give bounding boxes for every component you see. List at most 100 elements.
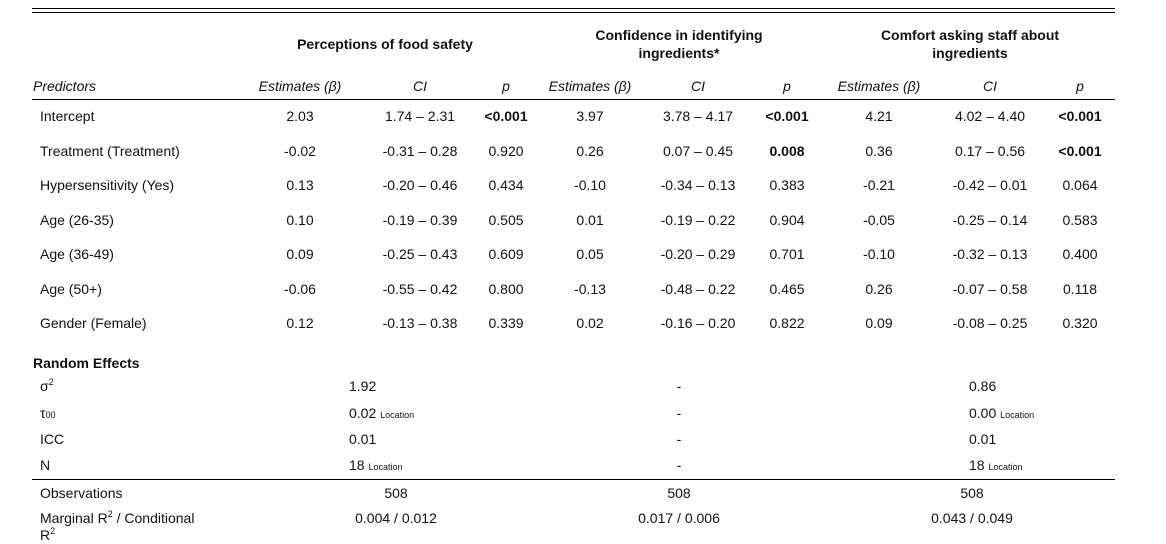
icc-value-2: -: [676, 431, 682, 447]
observations-value-2: 508: [667, 485, 691, 501]
predictor-label: Age (36-49): [40, 246, 114, 262]
p-value-cell-model-3: <0.001: [1058, 108, 1102, 124]
estimate-cell-model-1: 0.09: [286, 246, 314, 262]
ci-cell-model-1: -0.13 – 0.38: [382, 315, 458, 331]
estimate-cell-model-2: 0.26: [576, 143, 604, 159]
estimate-cell-model-1: 2.03: [286, 108, 314, 124]
group-header-food-safety: Perceptions of food safety: [297, 36, 473, 52]
estimate-cell-model-1: 0.12: [286, 315, 314, 331]
p-value-cell-model-1: 0.339: [488, 315, 524, 331]
col-header-p-1: p: [502, 78, 510, 94]
p-value-cell-model-3: 0.064: [1062, 177, 1098, 193]
estimate-cell-model-3: 0.26: [865, 281, 893, 297]
p-value-cell-model-1: 0.434: [488, 177, 524, 193]
estimate-cell-model-2: 3.97: [576, 108, 604, 124]
r2-value-2: 0.017 / 0.006: [638, 510, 720, 526]
estimate-cell-model-3: -0.10: [863, 246, 895, 262]
p-value-cell-model-1: 0.800: [488, 281, 524, 297]
estimate-cell-model-2: 0.05: [576, 246, 604, 262]
ci-cell-model-3: 0.17 – 0.56: [954, 143, 1026, 159]
estimate-cell-model-2: -0.13: [574, 281, 606, 297]
ci-cell-model-3: -0.07 – 0.58: [952, 281, 1028, 297]
r2-value-1: 0.004 / 0.012: [355, 510, 437, 526]
ci-cell-model-3: -0.25 – 0.14: [952, 212, 1028, 228]
n-value-3: 18 Location: [969, 457, 1023, 473]
estimate-cell-model-2: 0.02: [576, 315, 604, 331]
estimate-cell-model-3: -0.21: [863, 177, 895, 193]
observations-label: Observations: [40, 485, 123, 501]
icc-label: ICC: [40, 431, 65, 447]
ci-cell-model-1: -0.20 – 0.46: [382, 177, 458, 193]
estimate-cell-model-2: 0.01: [576, 212, 604, 228]
n-label: N: [40, 457, 51, 473]
r2-label: Marginal R2 / Conditional: [40, 509, 195, 527]
p-value-cell-model-3: 0.583: [1062, 212, 1098, 228]
estimate-cell-model-3: 0.09: [865, 315, 893, 331]
observations-value-1: 508: [384, 485, 408, 501]
p-value-cell-model-2: 0.008: [769, 143, 805, 159]
estimate-cell-model-1: 0.13: [286, 177, 314, 193]
ci-cell-model-2: 0.07 – 0.45: [662, 143, 734, 159]
predictor-label: Treatment (Treatment): [40, 143, 180, 159]
predictor-label: Intercept: [40, 108, 95, 124]
p-value-cell-model-1: 0.505: [488, 212, 524, 228]
ci-cell-model-1: -0.19 – 0.39: [382, 212, 458, 228]
top-rule-double: [32, 12, 1115, 14]
ci-cell-model-1: 1.74 – 2.31: [384, 108, 456, 124]
col-header-p-3: p: [1076, 78, 1084, 94]
tau-value-3: 0.00 Location: [969, 405, 1035, 421]
estimate-cell-model-1: 0.10: [286, 212, 314, 228]
n-value-1: 18 Location: [349, 457, 403, 473]
sigma-value-3: 0.86: [969, 378, 997, 394]
ci-cell-model-2: -0.34 – 0.13: [660, 177, 736, 193]
observations-value-3: 508: [960, 485, 984, 501]
col-header-ci-1: CI: [413, 78, 427, 94]
predictor-label: Age (50+): [40, 281, 102, 297]
r2-value-3: 0.043 / 0.049: [931, 510, 1013, 526]
icc-value-1: 0.01: [349, 431, 377, 447]
ci-cell-model-3: -0.08 – 0.25: [952, 315, 1028, 331]
p-value-cell-model-1: <0.001: [484, 108, 528, 124]
estimate-cell-model-1: -0.02: [284, 143, 316, 159]
predictor-label: Age (26-35): [40, 212, 114, 228]
col-header-estimates-2: Estimates (β): [548, 78, 632, 94]
p-value-cell-model-2: 0.701: [769, 246, 805, 262]
col-header-ci-2: CI: [691, 78, 705, 94]
col-header-ci-3: CI: [983, 78, 997, 94]
col-header-p-2: p: [783, 78, 791, 94]
ci-cell-model-1: -0.55 – 0.42: [382, 281, 458, 297]
tau-label: τ00: [40, 405, 56, 421]
ci-cell-model-3: 4.02 – 4.40: [954, 108, 1026, 124]
p-value-cell-model-2: 0.465: [769, 281, 805, 297]
ci-cell-model-2: -0.19 – 0.22: [660, 212, 736, 228]
p-value-cell-model-2: <0.001: [765, 108, 809, 124]
col-header-estimates-1: Estimates (β): [258, 78, 342, 94]
tau-value-2: -: [676, 405, 682, 421]
n-value-2: -: [676, 457, 682, 473]
estimate-cell-model-1: -0.06: [284, 281, 316, 297]
group-header-comfort: Comfort asking staff about ingredients: [880, 27, 1060, 61]
ci-cell-model-2: 3.78 – 4.17: [662, 108, 734, 124]
estimate-cell-model-3: -0.05: [863, 212, 895, 228]
ci-cell-model-2: -0.16 – 0.20: [660, 315, 736, 331]
p-value-cell-model-2: 0.822: [769, 315, 805, 331]
col-header-predictors: Predictors: [33, 78, 97, 94]
p-value-cell-model-3: <0.001: [1058, 143, 1102, 159]
r2-label-line2: R2: [40, 526, 56, 544]
ci-cell-model-3: -0.32 – 0.13: [952, 246, 1028, 262]
ci-cell-model-2: -0.48 – 0.22: [660, 281, 736, 297]
p-value-cell-model-2: 0.383: [769, 177, 805, 193]
p-value-cell-model-3: 0.400: [1062, 246, 1098, 262]
tau-value-1: 0.02 Location: [349, 405, 415, 421]
estimate-cell-model-2: -0.10: [574, 177, 606, 193]
estimate-cell-model-3: 0.36: [865, 143, 893, 159]
sigma-label: σ2: [40, 377, 54, 395]
estimate-cell-model-3: 4.21: [865, 108, 893, 124]
ci-cell-model-1: -0.31 – 0.28: [382, 143, 458, 159]
icc-value-3: 0.01: [969, 431, 997, 447]
top-rule: [32, 8, 1115, 10]
predictor-label: Gender (Female): [40, 315, 147, 331]
ci-cell-model-3: -0.42 – 0.01: [952, 177, 1028, 193]
p-value-cell-model-1: 0.920: [488, 143, 524, 159]
p-value-cell-model-2: 0.904: [769, 212, 805, 228]
